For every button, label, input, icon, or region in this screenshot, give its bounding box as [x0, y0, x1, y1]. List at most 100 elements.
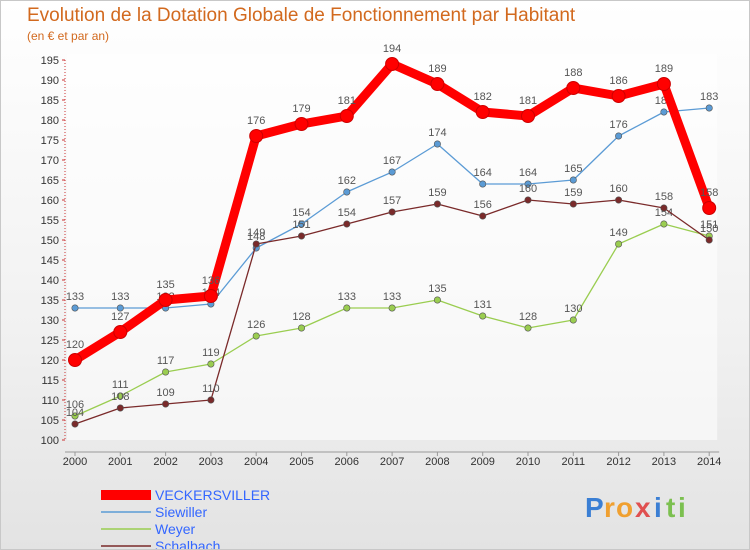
x-tick-label: 2006 [335, 456, 359, 468]
data-point [433, 296, 441, 304]
data-point [479, 180, 487, 188]
data-point [479, 212, 487, 220]
x-tick-label: 2009 [470, 456, 494, 468]
data-label: 151 [292, 219, 310, 231]
data-point [116, 304, 124, 312]
data-label: 120 [66, 339, 84, 351]
y-tick-label: 180 [41, 115, 59, 127]
data-point [116, 404, 124, 412]
series-veckersviller: 120 127 135 136 176 179 181 194 189 182 181 188 186 1… [66, 43, 718, 367]
y-tick-label: 190 [41, 75, 59, 87]
data-point [113, 325, 128, 339]
data-label: 154 [338, 207, 356, 219]
x-tick-label: 2001 [108, 456, 132, 468]
y-tick-label: 115 [41, 375, 59, 387]
y-tick-label: 105 [41, 415, 59, 427]
data-point [207, 396, 215, 404]
data-point [249, 129, 264, 143]
x-tick-label: 2012 [606, 456, 630, 468]
data-label: 127 [111, 311, 129, 323]
data-label: 179 [292, 103, 310, 115]
plot-area [67, 54, 718, 440]
data-label: 135 [428, 283, 446, 295]
data-point [615, 240, 623, 248]
data-point [388, 304, 396, 312]
data-point [158, 293, 173, 307]
data-label: 133 [383, 291, 401, 303]
data-label: 111 [112, 379, 129, 391]
data-label: 174 [428, 127, 446, 139]
data-point [705, 236, 713, 244]
data-point [252, 240, 260, 248]
data-label: 154 [655, 207, 673, 219]
y-tick-label: 160 [41, 195, 59, 207]
y-tick-label: 150 [41, 235, 59, 247]
data-point [615, 132, 623, 140]
data-point [388, 168, 396, 176]
data-label: 167 [383, 155, 401, 167]
data-label: 149 [609, 227, 627, 239]
data-label: 149 [247, 227, 265, 239]
logo-letter: t [666, 492, 675, 523]
logo-letter: i [678, 492, 686, 523]
y-tick-label: 120 [41, 355, 59, 367]
x-tick-label: 2014 [697, 456, 721, 468]
chart-subtitle: (en € et par an) [27, 29, 110, 43]
data-point [702, 201, 717, 215]
data-label: 162 [338, 175, 356, 187]
x-tick-label: 2004 [244, 456, 268, 468]
data-point [524, 324, 532, 332]
data-label: 159 [564, 187, 582, 199]
data-label: 133 [66, 291, 84, 303]
data-label: 117 [157, 355, 175, 367]
data-label: 160 [519, 183, 537, 195]
x-tick-label: 2010 [516, 456, 540, 468]
data-point [339, 109, 354, 123]
data-point [433, 140, 441, 148]
data-point [524, 196, 532, 204]
data-label: 181 [519, 95, 537, 107]
logo-letter: o [616, 492, 633, 523]
logo-letter: x [635, 492, 651, 523]
data-point [343, 188, 351, 196]
data-label: 133 [111, 291, 129, 303]
data-point [430, 77, 445, 91]
y-tick-label: 175 [41, 135, 59, 147]
legend-label: VECKERSVILLER [155, 487, 270, 503]
data-label: 148 [247, 231, 265, 243]
y-tick-label: 130 [41, 315, 59, 327]
data-label: 194 [383, 43, 401, 55]
data-label: 150 [700, 223, 718, 235]
data-point [71, 420, 79, 428]
x-tick-label: 2003 [199, 456, 223, 468]
data-point [68, 353, 82, 367]
y-tick-label: 140 [41, 275, 59, 287]
x-tick-label: 2008 [425, 456, 449, 468]
data-point [207, 360, 215, 368]
data-label: 164 [474, 167, 492, 179]
y-tick-label: 135 [41, 295, 59, 307]
data-point [569, 200, 577, 208]
data-label: 119 [202, 347, 220, 359]
data-point [521, 109, 535, 123]
y-tick-label: 170 [41, 155, 59, 167]
data-point [343, 304, 351, 312]
data-point [569, 316, 577, 324]
data-point [566, 81, 581, 95]
logo-letter: P [585, 492, 604, 523]
data-point [162, 368, 170, 376]
data-point [162, 400, 170, 408]
data-label: 176 [247, 115, 265, 127]
data-point [569, 176, 577, 184]
y-tick-label: 110 [41, 395, 59, 407]
data-label: 128 [519, 311, 537, 323]
x-tick-label: 2000 [63, 456, 87, 468]
data-label: 133 [338, 291, 356, 303]
data-label: 130 [564, 303, 582, 315]
data-point [203, 289, 218, 303]
data-label: 108 [111, 391, 129, 403]
legend-label: Siewiller [155, 504, 207, 520]
data-point [297, 324, 305, 332]
